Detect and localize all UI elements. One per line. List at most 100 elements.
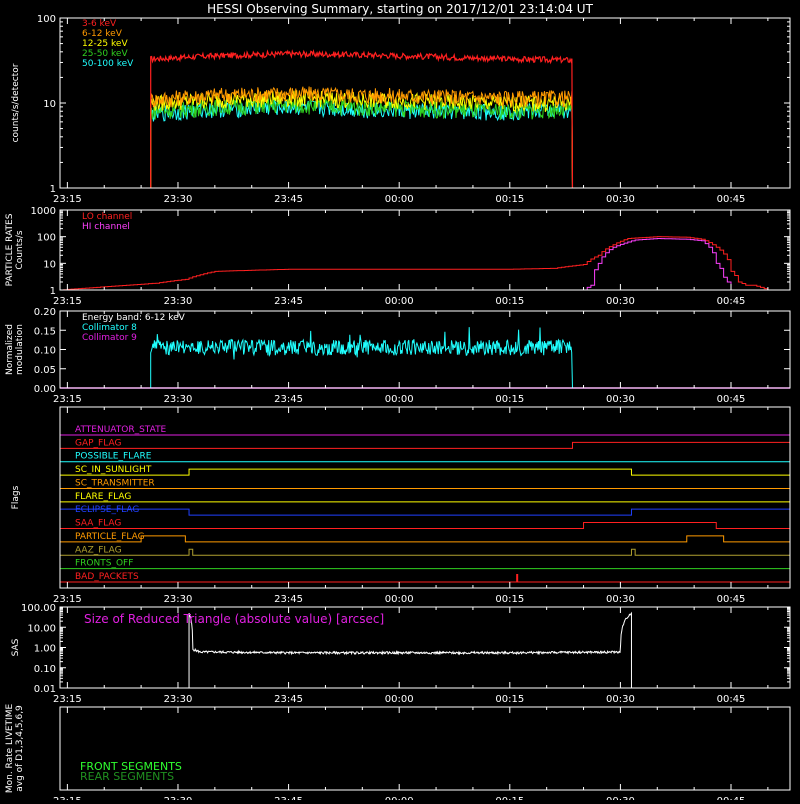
y-tick-label: 10 [43, 99, 56, 110]
time-tick-label: 00:00 [385, 194, 414, 205]
time-tick-label: 00:15 [495, 194, 524, 205]
y-axis-label: SAS [11, 638, 21, 656]
time-tick-label: 00:30 [606, 694, 635, 705]
y-tick-label: 0.00 [34, 384, 56, 395]
y-axis-label: PARTICLE RATES [5, 213, 15, 286]
series-line-50-100-keV [150, 98, 573, 189]
y-tick-label: 100 [37, 14, 56, 25]
series-line-3-6-keV [150, 49, 574, 189]
time-tick-label: 23:15 [53, 394, 82, 405]
time-tick-label: 00:45 [717, 394, 746, 405]
time-tick-label: 00:00 [385, 594, 414, 605]
time-tick-label: 00:45 [717, 796, 746, 800]
time-tick-label: 00:00 [385, 796, 414, 800]
time-tick-label: 23:30 [164, 296, 193, 307]
y-axis-label: Flags [11, 485, 21, 509]
y-axis-label: Mon. Rate LIVETIME [5, 704, 15, 794]
time-tick-label: 00:45 [717, 194, 746, 205]
flag-label: SC_IN_SUNLIGHT [75, 465, 152, 475]
y-tick-label: 0.15 [34, 326, 56, 337]
time-tick-label: 00:15 [495, 796, 524, 800]
time-tick-label: 23:30 [164, 796, 193, 800]
y-tick-label: 100.00 [21, 603, 56, 614]
flag-label: BAD_PACKETS [75, 572, 139, 582]
y-tick-label: 10 [43, 259, 56, 270]
time-tick-label: 23:45 [274, 394, 303, 405]
flag-label: SC_TRANSMITTER [75, 478, 155, 488]
flag-label: ATTENUATOR_STATE [75, 425, 167, 435]
y-tick-label: 1.00 [34, 644, 56, 655]
time-tick-label: 00:30 [606, 194, 635, 205]
panel-flags: ATTENUATOR_STATE GAP_FLAG POSSIBLE_FLARE SC… [11, 406, 791, 605]
y-axis-label: Counts/s [15, 230, 25, 269]
plot-area [60, 607, 790, 688]
flag-line-gap-flag [60, 441, 790, 449]
y-tick-label: 0.10 [34, 664, 56, 675]
plot-area [60, 707, 790, 790]
time-tick-label: 00:30 [606, 594, 635, 605]
flag-label: SAA_FLAG [75, 519, 121, 529]
sas-series-line [188, 611, 632, 688]
time-tick-label: 00:45 [717, 296, 746, 307]
time-tick-label: 23:15 [53, 796, 82, 800]
y-tick-label: 0.05 [34, 365, 56, 376]
time-tick-label: 00:15 [495, 394, 524, 405]
time-tick-label: 23:45 [274, 594, 303, 605]
legend-entry: FRONT SEGMENTS [80, 760, 182, 773]
legend-entry: 50-100 keV [82, 59, 134, 69]
time-tick-label: 23:45 [274, 194, 303, 205]
legend-entry: 25-50 keV [82, 49, 128, 59]
flag-line-saa-flag [60, 522, 790, 530]
flag-label: FLARE_FLAG [75, 492, 131, 502]
legend-entry: HI channel [82, 222, 130, 232]
y-tick-label: 0.10 [34, 346, 56, 357]
time-tick-label: 23:15 [53, 194, 82, 205]
y-axis-label: Normalized [5, 324, 15, 375]
y-tick-label: 1 [50, 184, 56, 195]
time-tick-label: 00:30 [606, 296, 635, 307]
legend-entry: 12-25 keV [82, 39, 128, 49]
y-tick-label: 1000 [31, 206, 56, 217]
time-tick-label: 00:30 [606, 394, 635, 405]
legend-entry: 3-6 keV [82, 19, 117, 29]
y-tick-label: 1 [50, 286, 56, 297]
time-tick-label: 23:30 [164, 394, 193, 405]
flag-label: POSSIBLE_FLARE [75, 452, 152, 462]
panel-sas: Size of Reduced Triangle (absolute value… [11, 603, 791, 705]
figure-title: HESSI Observing Summary, starting on 201… [207, 2, 593, 16]
time-tick-label: 23:45 [274, 694, 303, 705]
time-tick-label: 23:30 [164, 594, 193, 605]
legend-entry: Collimator 9 [82, 333, 137, 343]
plot-area [60, 311, 790, 388]
y-tick-label: 100 [37, 233, 56, 244]
time-tick-label: 00:00 [385, 394, 414, 405]
legend-entry: Collimator 8 [82, 323, 137, 333]
y-axis-label: avg of D1,3,4,5,6,9 [15, 705, 25, 792]
time-tick-label: 23:30 [164, 694, 193, 705]
flag-label: FRONTS_OFF [75, 559, 133, 569]
time-tick-label: 23:45 [274, 296, 303, 307]
time-tick-label: 23:15 [53, 594, 82, 605]
y-tick-label: 0.20 [34, 307, 56, 318]
flag-label: GAP_FLAG [75, 438, 121, 448]
time-tick-label: 23:30 [164, 194, 193, 205]
flag-label: ECLIPSE_FLAG [75, 505, 139, 515]
y-axis-label: counts/s/detector [11, 63, 21, 142]
time-tick-label: 23:15 [53, 694, 82, 705]
flag-line-particle-flag [60, 535, 790, 543]
sas-annotation: Size of Reduced Triangle (absolute value… [84, 612, 384, 626]
series-line-6-12-keV [150, 86, 573, 189]
y-tick-label: 10.00 [27, 623, 56, 634]
time-tick-label: 00:30 [606, 796, 635, 800]
plot-frame [59, 706, 791, 791]
flag-line-eclipse-flag [60, 508, 790, 516]
plot-frame [59, 209, 791, 291]
legend-entry: 6-12 keV [82, 29, 123, 39]
plot-area [60, 407, 790, 588]
